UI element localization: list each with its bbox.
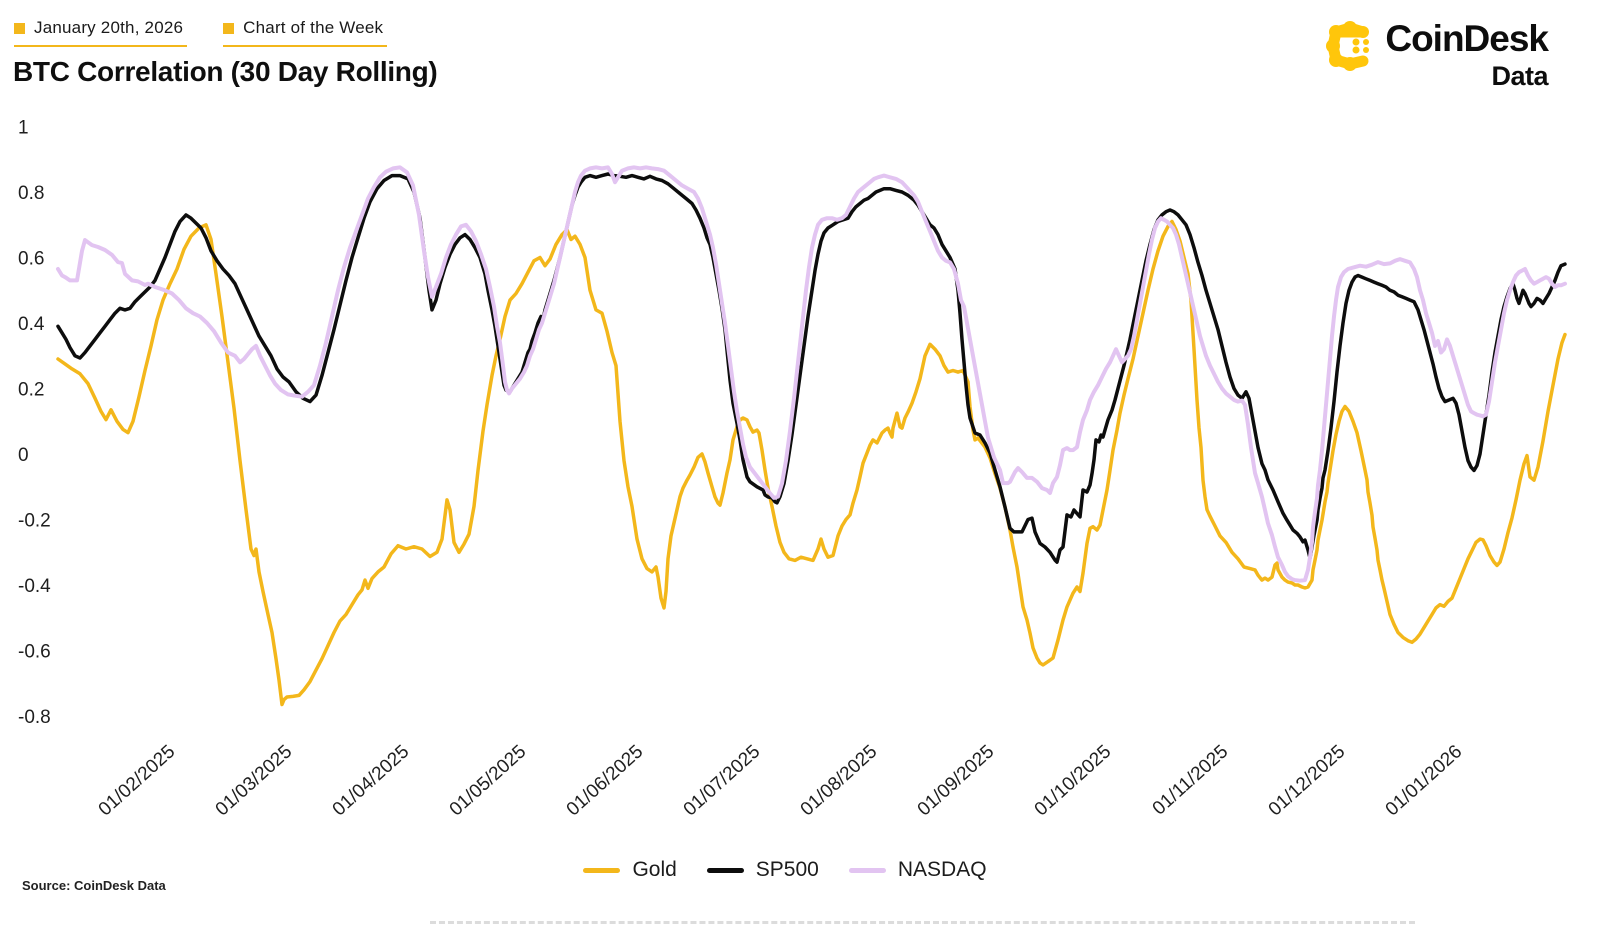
y-axis-tick-label: 1 — [18, 118, 29, 139]
yellow-square-icon — [14, 22, 25, 34]
bottom-dashed-divider — [430, 921, 1415, 924]
nasdaq-swatch-icon — [848, 867, 886, 873]
legend-label: SP500 — [755, 858, 819, 881]
nasdaq-line — [56, 165, 1567, 583]
x-axis-tick-label: 01/04/2025 — [329, 741, 414, 820]
x-axis-tick-label: 01/12/2025 — [1265, 741, 1350, 820]
x-axis-tick-label: 01/10/2025 — [1031, 741, 1116, 820]
coindesk-logo-icon — [1326, 21, 1370, 71]
legend-label: Gold — [632, 858, 677, 881]
page-title: BTC Correlation (30 Day Rolling) — [13, 56, 438, 87]
header-date: January 20th, 2026 — [14, 18, 188, 47]
x-axis-tick-label: 01/09/2025 — [914, 741, 999, 820]
x-axis-tick-label: 01/06/2025 — [563, 741, 648, 820]
y-axis-tick-label: 0.6 — [18, 249, 44, 270]
legend-item-nasdaq: NASDAQ — [848, 858, 987, 882]
gold-line — [56, 219, 1567, 707]
header: January 20th, 2026 Chart of the Week — [14, 18, 388, 47]
sp500-line — [56, 172, 1567, 564]
source-note: Source: CoinDesk Data — [22, 878, 166, 893]
y-axis-tick-label: 0 — [18, 445, 29, 466]
x-axis-tick-label: 01/11/2025 — [1149, 741, 1233, 819]
y-axis-tick-label: 0.2 — [18, 380, 44, 401]
x-axis-tick-label: 01/05/2025 — [446, 741, 531, 820]
x-axis-tick-label: 01/07/2025 — [680, 741, 765, 820]
chart-legend: Gold SP500 NASDAQ — [0, 858, 1570, 882]
coindesk-logo: CoinDesk Data — [1325, 18, 1549, 91]
legend-item-sp500: SP500 — [706, 858, 819, 882]
yellow-square-icon — [223, 22, 235, 34]
logo-texts: CoinDesk Data — [1385, 18, 1549, 91]
sp500-swatch-icon — [706, 867, 744, 873]
y-axis-tick-label: -0.4 — [18, 576, 51, 597]
y-axis-tick-label: 0.8 — [18, 183, 44, 204]
x-axis-tick-label: 01/01/2026 — [1382, 741, 1467, 820]
y-axis-tick-label: -0.2 — [18, 511, 51, 532]
gold-swatch-icon — [583, 867, 621, 873]
logo-sub: Data — [1491, 61, 1548, 91]
y-axis-tick-label: -0.6 — [18, 642, 51, 663]
legend-item-gold: Gold — [583, 858, 677, 882]
date-label: January 20th, 2026 — [34, 18, 184, 37]
x-axis-tick-label: 01/03/2025 — [212, 741, 297, 820]
x-axis-tick-label: 01/02/2025 — [95, 741, 180, 820]
x-axis-tick-label: 01/08/2025 — [797, 741, 882, 820]
tag-label: Chart of the Week — [243, 18, 384, 37]
header-tag: Chart of the Week — [223, 18, 388, 47]
y-axis-tick-label: 0.4 — [18, 314, 45, 335]
legend-label: NASDAQ — [897, 858, 987, 881]
logo-brand: CoinDesk — [1385, 18, 1549, 59]
y-axis-tick-label: -0.8 — [18, 707, 51, 728]
